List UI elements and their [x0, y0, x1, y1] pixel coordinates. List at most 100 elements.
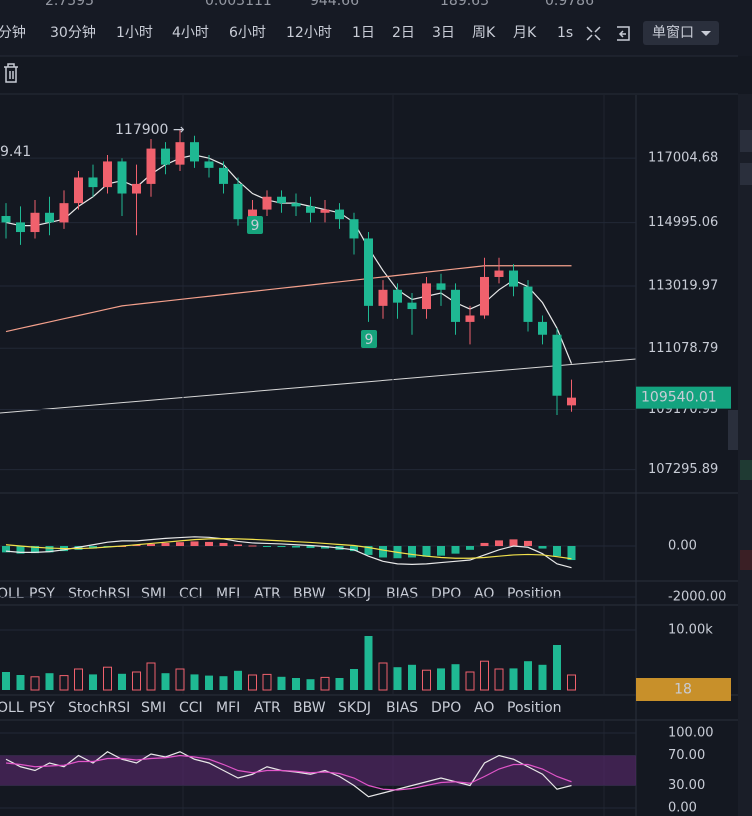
interval-tab[interactable]: 周K	[472, 25, 496, 41]
volume-bar	[524, 661, 532, 690]
volume-bar	[30, 676, 40, 691]
interval-tab[interactable]: 5分钟	[0, 24, 26, 41]
candle-body	[161, 148, 170, 165]
indicator-tab[interactable]: SKDJ	[338, 700, 371, 716]
interval-tab[interactable]: 3日	[432, 25, 455, 41]
macd-bar	[567, 546, 576, 561]
grid-icons[interactable]	[586, 26, 630, 41]
indicator-tab[interactable]: PSY	[29, 586, 55, 602]
interval-tab[interactable]: 1小时	[116, 25, 153, 41]
indicator-tab[interactable]: AO	[474, 700, 494, 716]
indicator-line	[5, 754, 572, 791]
indicator-tab[interactable]: DPO	[431, 700, 461, 716]
volume-bar	[190, 674, 199, 690]
interval-tab[interactable]: 2日	[392, 25, 415, 41]
indicator-tab[interactable]: PSY	[29, 700, 55, 716]
y-tick-label: 10.00k	[668, 623, 713, 638]
macd-bar	[524, 540, 532, 546]
indicator-tab[interactable]: MFI	[216, 700, 240, 716]
indicator-tab[interactable]: Position	[507, 700, 562, 716]
volume-bar	[509, 668, 518, 690]
window-label[interactable]: 单窗口	[652, 24, 694, 41]
candle-body	[117, 161, 127, 194]
indicator-tab[interactable]: StochRSI	[68, 700, 130, 716]
volume-bar	[146, 662, 156, 691]
macd-bar	[263, 546, 271, 547]
last-price-tag	[636, 386, 731, 409]
high-annotation: 117900 →	[115, 122, 185, 138]
interval-tab[interactable]: 6小时	[229, 25, 266, 41]
volume-bar	[480, 660, 489, 691]
macd-bar	[147, 543, 155, 546]
candle-body	[103, 161, 112, 188]
candle-body	[364, 238, 373, 306]
interval-tab[interactable]: 1日	[352, 25, 375, 41]
candle-body	[146, 148, 156, 184]
y-tick-label: 111078.79	[648, 341, 718, 356]
top-value: 0.003111	[205, 0, 272, 9]
macd-bar	[89, 546, 97, 549]
indicator-tab[interactable]: OLL	[0, 700, 24, 716]
macd-bar	[538, 546, 547, 549]
interval-tab[interactable]: 月K	[513, 25, 537, 41]
indicator-tab[interactable]: BIAS	[386, 586, 418, 602]
indicator-tab[interactable]: BBW	[293, 586, 326, 602]
macd-bar	[2, 546, 10, 553]
volume-bar	[378, 662, 388, 691]
indicator-tab[interactable]: Position	[507, 586, 562, 602]
y-tick-label: 0.00	[668, 801, 697, 816]
candle-body	[523, 286, 533, 322]
indicator-tab[interactable]: ATR	[254, 586, 281, 602]
indicator-tab[interactable]: OLL	[0, 586, 24, 602]
candle-body	[349, 219, 359, 239]
macd-bar	[509, 539, 518, 546]
candle-body	[262, 196, 272, 210]
indicator-tab[interactable]: ATR	[254, 700, 281, 716]
candle-body	[248, 209, 257, 220]
indicator-tab[interactable]: CCI	[179, 586, 203, 602]
indicator-tab[interactable]: CCI	[179, 700, 203, 716]
macd-bar	[234, 544, 242, 546]
volume-bar	[234, 670, 242, 690]
indicator-line	[5, 538, 572, 560]
indicator-tab[interactable]: AO	[474, 586, 494, 602]
macd-bar	[437, 546, 445, 556]
macd-bar	[45, 546, 54, 553]
indicator-line	[5, 154, 573, 364]
indicator-tab[interactable]: BIAS	[386, 700, 418, 716]
candle-body	[204, 161, 214, 168]
indicator-tab[interactable]: DPO	[431, 586, 461, 602]
candle-body	[509, 270, 518, 287]
indicator-tab[interactable]: SMI	[141, 586, 166, 602]
macd-bar	[495, 540, 503, 546]
trash-icon[interactable]	[4, 63, 18, 83]
interval-tab[interactable]: 12小时	[286, 25, 332, 41]
indicator-tab[interactable]: StochRSI	[68, 586, 130, 602]
candle-body	[277, 196, 286, 204]
td-marker: 9	[251, 218, 260, 234]
indicator-tab[interactable]: SKDJ	[338, 586, 371, 602]
candle-body	[538, 321, 547, 335]
indicator-tab[interactable]: SMI	[141, 700, 166, 716]
interval-tab[interactable]: 30分钟	[50, 24, 96, 41]
volume-bar	[248, 674, 257, 691]
top-value: 0.9786	[545, 0, 594, 9]
volume-bar	[16, 675, 25, 690]
price-annotation: 9.41	[0, 144, 31, 160]
candle-body	[306, 206, 315, 213]
indicator-tab[interactable]: BBW	[293, 700, 326, 716]
dropdown-arrow	[701, 31, 711, 36]
window-select[interactable]	[643, 21, 719, 45]
indicator-tab[interactable]: MFI	[216, 586, 240, 602]
volume-bar	[175, 668, 185, 691]
interval-tab[interactable]: 1s	[557, 25, 573, 41]
top-value: 2.7595	[45, 0, 94, 9]
candle-body	[436, 283, 446, 290]
volume-bar	[451, 664, 460, 690]
interval-tab[interactable]: 4小时	[172, 25, 209, 41]
side-handle[interactable]	[728, 410, 738, 450]
volume-bar	[306, 679, 315, 690]
volume-bar	[45, 673, 54, 690]
volume-bar	[350, 669, 358, 690]
